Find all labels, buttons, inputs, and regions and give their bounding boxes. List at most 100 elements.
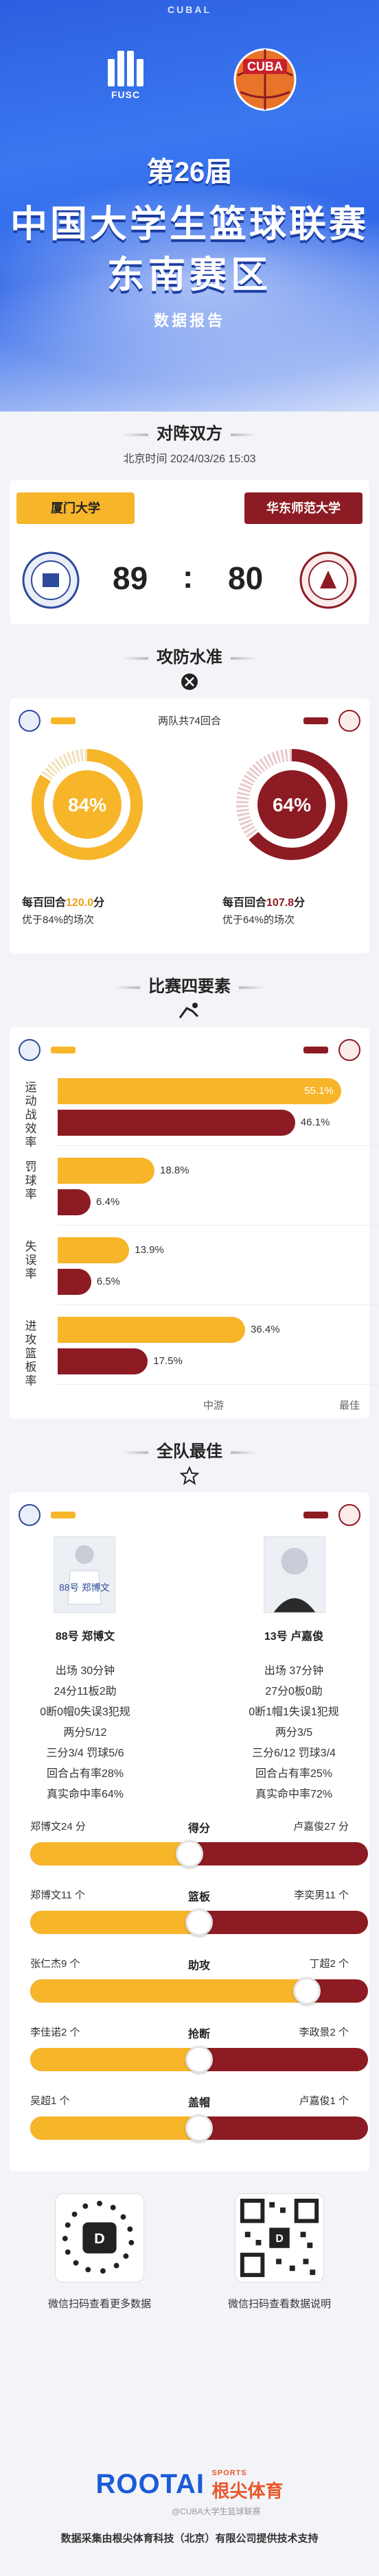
rootai-sports-label: SPORTS	[211, 2469, 247, 2477]
player-a-stat-line: 24分11板2助	[54, 1686, 117, 1697]
comparison-left-fill	[30, 2116, 199, 2140]
matchup-section-title: 对阵双方	[0, 420, 379, 444]
player-a-stat-line: 两分5/12	[63, 1727, 107, 1739]
score-separator: :	[183, 559, 194, 595]
comparison-right-name: 李政景2 个	[299, 2027, 349, 2038]
svg-text:84%: 84%	[68, 794, 106, 815]
comparison-knob	[175, 1840, 203, 1868]
team-b-mini-badge-icon	[338, 1504, 360, 1526]
team-a-pill: 厦门大学	[16, 492, 135, 524]
footer-note: 数据采集由根尖体育科技（北京）有限公司提供技术支持	[60, 2533, 319, 2544]
comparison-left-name: 郑博文24 分	[30, 1821, 86, 1833]
qr-right-caption: 微信扫码查看数据说明	[227, 2298, 331, 2310]
factor-divider	[58, 1384, 379, 1385]
comparison-left-fill	[30, 2048, 199, 2071]
player-b-stat-line: 0断1帽1失误1犯规	[249, 1706, 339, 1718]
comparison-category: 助攻	[187, 1960, 210, 1972]
factor-value-team-b: 46.1%	[300, 1117, 330, 1128]
player-a-stat-line: 0断0帽0失误3犯规	[40, 1706, 130, 1718]
comparison-knob	[185, 2114, 213, 2142]
factor-bar-team-b	[58, 1269, 91, 1295]
team-a-badge-icon	[22, 551, 80, 609]
data-explanation-qr[interactable]: D	[235, 2193, 324, 2282]
rootai-logo: ROOTAI	[95, 2469, 205, 2499]
player-a-stat-line: 出场 30分钟	[55, 1665, 115, 1677]
team-a-mini-badge-icon	[19, 710, 41, 732]
factor-label: 运动战效率	[25, 1081, 37, 1149]
comparison-left-fill	[30, 1979, 307, 2003]
team-a-score: 89	[113, 560, 148, 596]
report-subtitle: 数据报告	[153, 312, 225, 329]
player-b-photo	[264, 1536, 325, 1613]
factor-bar-team-a	[58, 1078, 342, 1104]
factor-value-team-b: 17.5%	[153, 1355, 183, 1367]
comparison-category: 盖帽	[187, 2097, 210, 2109]
team-a-mini-badge-icon	[19, 1504, 41, 1526]
match-datetime: 北京时间 2024/03/26 15:03	[123, 453, 256, 465]
four-factors-card: 运动战效率 55.1% 46.1% 罚球率 18.8% 6.4% 失误率 13.9% 6.5% 进…	[10, 1027, 379, 1418]
comparison-left-name: 张仁杰9 个	[30, 1958, 80, 1970]
factor-label: 失误率	[25, 1240, 37, 1280]
team-b-pill: 华东师范大学	[244, 492, 363, 524]
factor-value-team-a: 36.4%	[251, 1324, 280, 1335]
qr-area: D D 微信扫码查看更多数据 微信扫码查看数据说明	[10, 2186, 369, 2458]
factor-divider	[58, 1225, 379, 1226]
player-a-name: 88号 郑博文	[55, 1631, 115, 1643]
factor-bar-team-b	[58, 1110, 295, 1136]
factor-value-team-b: 6.5%	[96, 1276, 120, 1287]
player-a-stat-line: 回合占有率28%	[46, 1768, 124, 1780]
axis-mid-label: 中游	[203, 1400, 225, 1411]
team-a-legend-bar	[51, 1047, 76, 1053]
team-b-legend-bar	[303, 717, 328, 724]
team-a-ring: 84%	[32, 749, 143, 860]
svg-text:D: D	[94, 2230, 105, 2247]
best-players-section-title: 全队最佳	[0, 1438, 379, 1462]
comparison-knob	[292, 1977, 321, 2005]
player-b-stat-line: 回合占有率25%	[255, 1768, 333, 1780]
team-a-mini-badge-icon	[19, 1039, 41, 1061]
axis-best-label: 最佳	[339, 1400, 360, 1411]
comparison-knob	[185, 2046, 213, 2073]
comparison-category: 抢断	[187, 2029, 210, 2040]
hero-banner: CUBAL FUSC CUBA 第26届 中国大学生篮球联赛 东南赛区 数据报告	[0, 0, 379, 412]
edition-title: 第26届	[146, 157, 233, 187]
comparison-right-name: 卢嘉俊27 分	[293, 1821, 349, 1833]
possessions-text: 两队共74回合	[158, 715, 221, 727]
team-b-ring: 64%	[236, 749, 347, 860]
cubal-tag: CUBAL	[168, 4, 211, 15]
comparison-left-fill	[30, 1911, 199, 1934]
comparison-left-name: 吴超1 个	[30, 2095, 70, 2107]
player-a-photo: 88号 郑博文	[54, 1536, 115, 1613]
player-b-stat-line: 真实命中率72%	[255, 1789, 333, 1800]
team-a-better-than: 优于84%的场次	[22, 914, 95, 926]
comparison-right-name: 李奕男11 个	[294, 1889, 349, 1901]
star-icon	[180, 1466, 199, 1486]
fusc-label: FUSC	[111, 89, 141, 100]
rootai-brand: ROOTAI SPORTS 根尖体育	[0, 2469, 379, 2503]
team-b-mini-badge-icon	[338, 710, 360, 732]
comparison-category: 得分	[187, 1823, 210, 1835]
comparison-right-name: 丁超2 个	[309, 1958, 349, 1970]
factor-bar-team-a	[58, 1158, 154, 1184]
factor-divider	[58, 1304, 379, 1305]
factor-bar-team-b	[58, 1189, 91, 1215]
factor-bar-team-a	[58, 1317, 245, 1343]
team-b-better-than: 优于64%的场次	[222, 914, 295, 926]
wechat-miniprogram-qr[interactable]: D	[55, 2193, 144, 2282]
rootai-cn-label: 根尖体育	[211, 2481, 284, 2501]
team-b-legend-bar	[303, 1512, 328, 1518]
svg-text:D: D	[275, 2233, 283, 2245]
fusc-logo: FUSC	[102, 47, 150, 115]
qr-left-caption: 微信扫码查看更多数据	[47, 2298, 151, 2310]
factor-bar-team-a	[58, 1237, 130, 1263]
four-factors-section-title: 比赛四要素	[0, 973, 379, 997]
team-b-score: 80	[228, 560, 264, 596]
matchup-card: 厦门大学 华东师范大学 89 : 80	[10, 480, 369, 624]
factor-label: 进攻篮板率	[25, 1320, 37, 1387]
team-a-per100: 每百回合120.0分	[22, 897, 105, 909]
player-a-jersey-number: 88号 郑博文	[59, 1582, 110, 1593]
player-b-name: 13号 卢嘉俊	[264, 1631, 324, 1643]
team-a-legend-bar	[51, 1512, 76, 1518]
svg-text:64%: 64%	[273, 794, 311, 815]
region-title: 东南赛区	[107, 254, 272, 296]
